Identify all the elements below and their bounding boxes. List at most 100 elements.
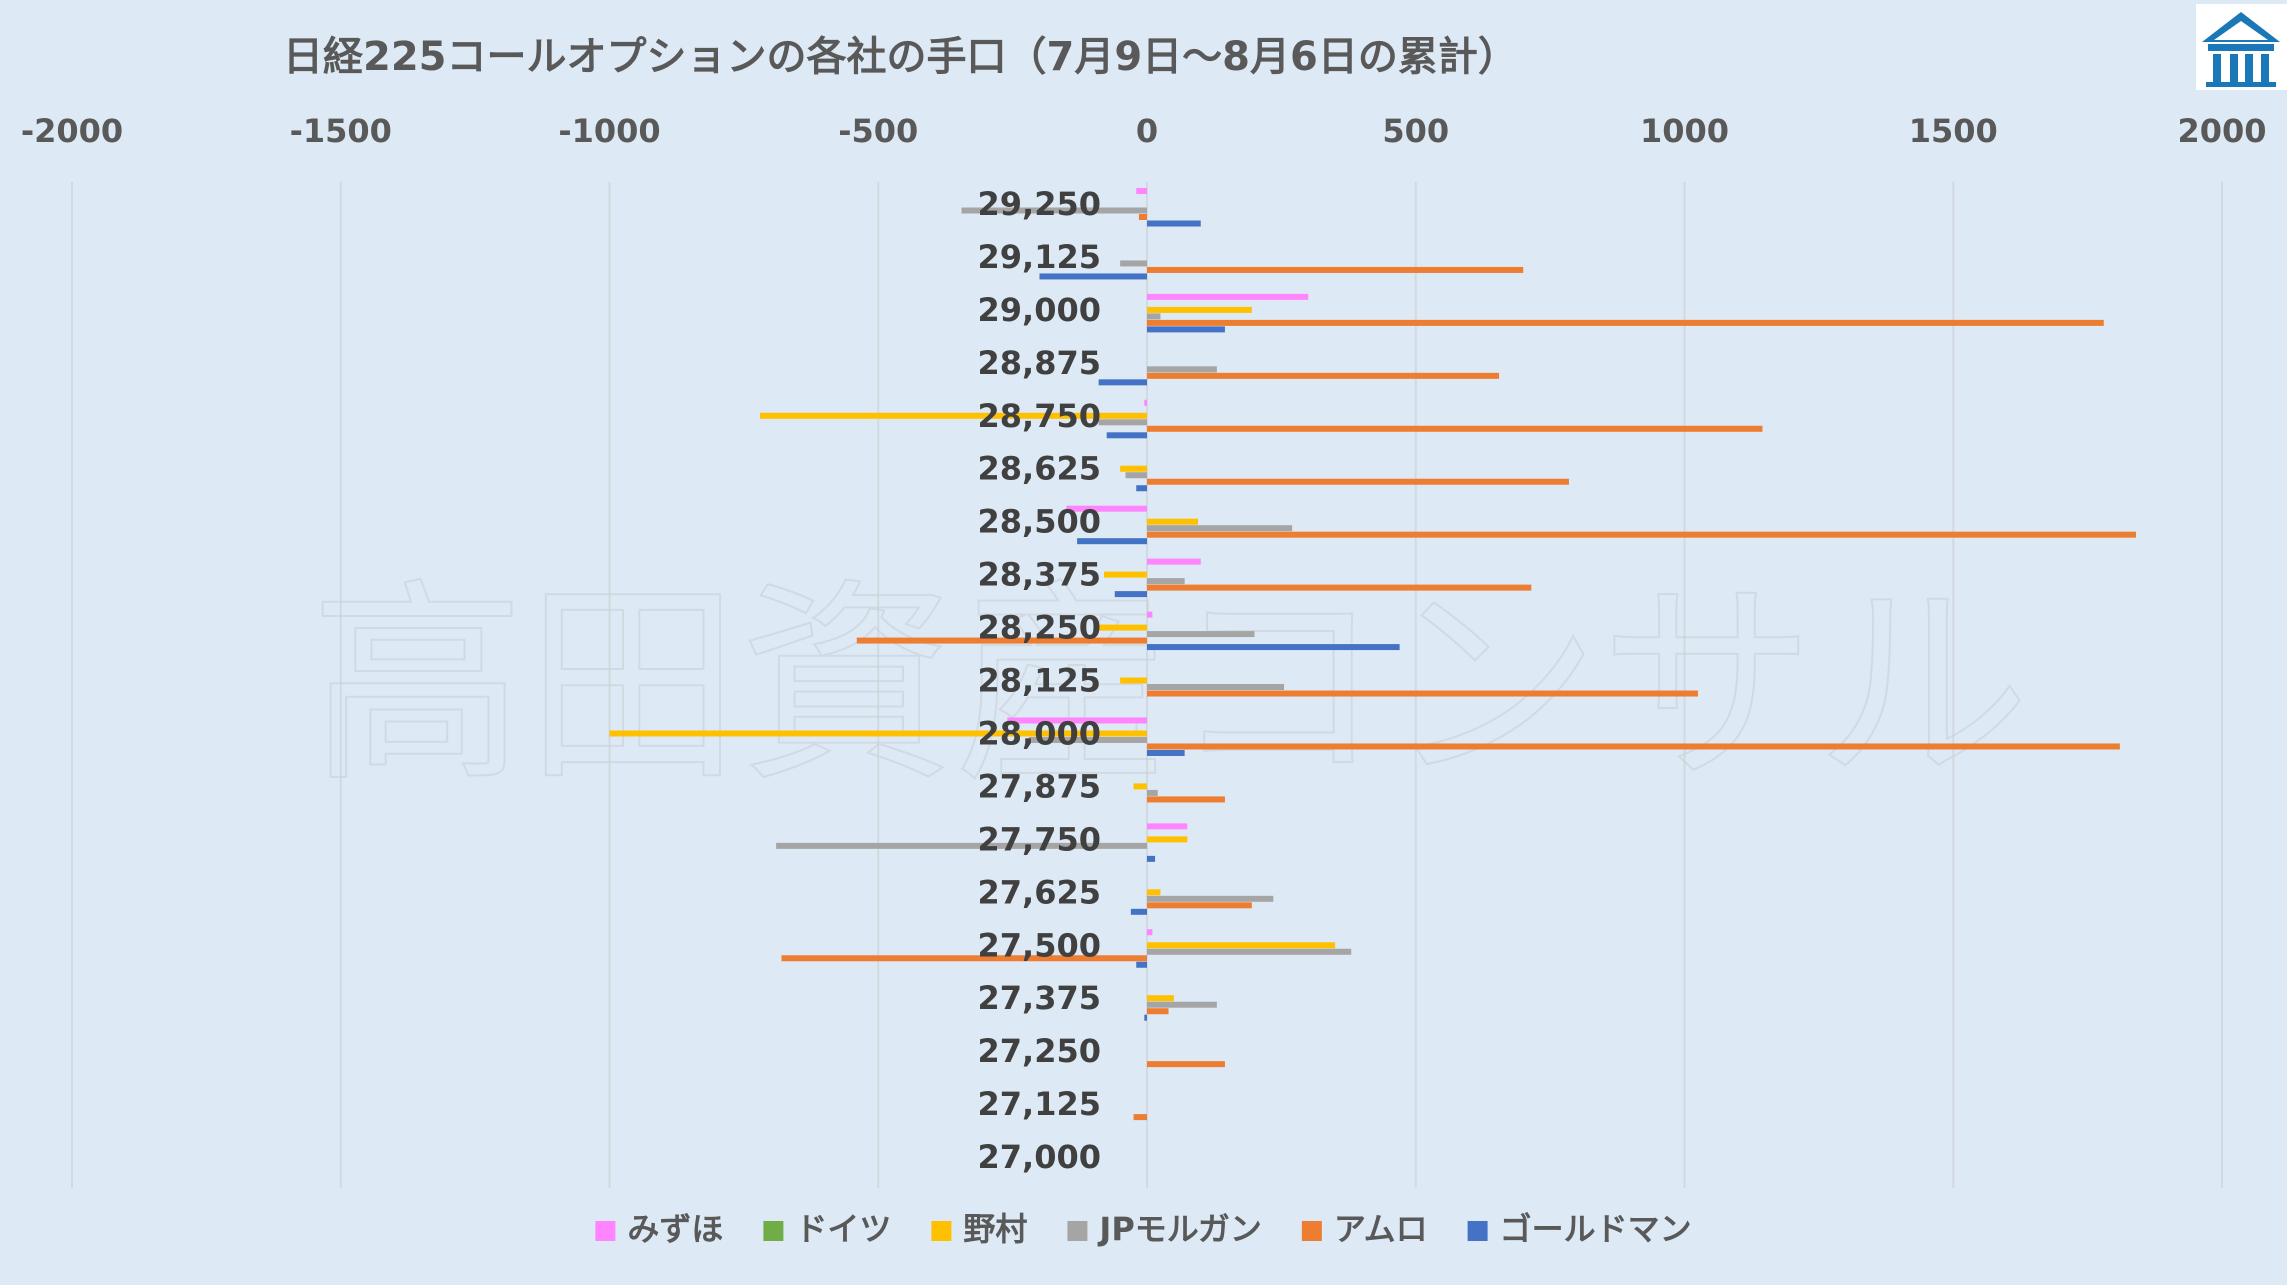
x-tick-label: -2000 — [21, 112, 123, 150]
building-icon — [2196, 4, 2287, 90]
bar-14-4 — [781, 955, 1147, 962]
bar-13-5 — [1130, 908, 1147, 915]
legend-label-0: みずほ — [627, 1210, 723, 1248]
y-tick-label: 28,375 — [978, 556, 1101, 594]
bar-1-3 — [1120, 260, 1147, 267]
bar-8-3 — [1147, 631, 1255, 638]
bar-9-2 — [1120, 677, 1147, 684]
y-tick-label: 27,625 — [978, 873, 1101, 911]
bar-2-5 — [1147, 326, 1225, 333]
x-tick-label: 0 — [1136, 112, 1158, 150]
bar-5-4 — [1147, 478, 1569, 485]
legend-swatch-4 — [1301, 1221, 1322, 1241]
bar-6-0 — [1066, 505, 1147, 512]
bar-15-2 — [1147, 995, 1174, 1002]
y-tick-label: 28,750 — [978, 397, 1101, 435]
y-tick-label: 27,750 — [978, 820, 1101, 858]
x-tick-label: 500 — [1382, 112, 1449, 150]
y-tick-label: 27,500 — [978, 926, 1101, 964]
bar-17-4 — [1133, 1114, 1147, 1121]
legend-swatch-1 — [763, 1221, 784, 1241]
bar-15-5 — [1144, 1014, 1147, 1021]
bar-0-4 — [1138, 214, 1147, 220]
bar-2-4 — [1147, 319, 2104, 326]
bar-4-3 — [1098, 419, 1147, 426]
x-tick-label: -1500 — [290, 112, 392, 150]
bar-9-3 — [1147, 684, 1285, 691]
bar-11-2 — [1133, 783, 1147, 790]
bar-2-0 — [1147, 293, 1309, 300]
bar-3-4 — [1147, 372, 1500, 379]
bar-10-3 — [1028, 736, 1147, 743]
bar-14-5 — [1136, 961, 1147, 968]
legend-label-3: JPモルガン — [1097, 1210, 1261, 1248]
bar-7-4 — [1147, 584, 1532, 591]
bar-16-4 — [1147, 1061, 1225, 1068]
x-tick-label: 1500 — [1909, 112, 1998, 150]
y-tick-label: 28,875 — [978, 344, 1101, 382]
chart-title: 日経225コールオプションの各社の手口（7月9日～8月6日の累計） — [283, 34, 1518, 80]
bar-0-0 — [1136, 188, 1147, 194]
bar-2-2 — [1147, 306, 1252, 313]
bar-13-3 — [1147, 895, 1274, 902]
x-axis-labels: -2000 -1500 -1000 -500 0 500 1000 1500 2000 — [21, 112, 2267, 150]
bar-5-5 — [1136, 485, 1147, 492]
x-tick-label: 1000 — [1640, 112, 1729, 150]
bar-10-4 — [1147, 743, 2120, 750]
bar-2-3 — [1147, 313, 1161, 320]
bars — [609, 188, 2136, 1121]
bar-7-3 — [1147, 578, 1185, 585]
bar-4-4 — [1147, 425, 1763, 432]
bar-14-3 — [1147, 948, 1352, 955]
bar-13-4 — [1147, 902, 1252, 909]
bar-6-3 — [1147, 525, 1293, 532]
bar-3-5 — [1098, 379, 1147, 386]
bar-10-2 — [609, 730, 1147, 737]
bar-0-5 — [1147, 220, 1201, 227]
bar-12-3 — [776, 842, 1147, 849]
bar-11-4 — [1147, 796, 1225, 803]
bar-10-0 — [1007, 717, 1147, 724]
y-tick-label: 28,250 — [978, 609, 1101, 647]
bar-15-3 — [1147, 1001, 1217, 1008]
bar-5-2 — [1120, 465, 1147, 472]
y-tick-label: 28,000 — [978, 714, 1101, 752]
bar-8-0 — [1147, 611, 1153, 618]
legend-label-4: アムロ — [1334, 1210, 1428, 1248]
bar-8-2 — [1098, 624, 1147, 631]
y-tick-label: 27,125 — [978, 1085, 1101, 1123]
bar-7-5 — [1114, 591, 1147, 598]
bar-12-0 — [1147, 823, 1188, 830]
y-tick-label: 28,125 — [978, 662, 1101, 700]
legend-label-5: ゴールドマン — [1500, 1210, 1692, 1248]
legend-label-1: ドイツ — [795, 1210, 891, 1248]
bar-4-5 — [1106, 432, 1147, 439]
x-tick-label: -1000 — [558, 112, 660, 150]
y-tick-label: 29,250 — [978, 185, 1101, 223]
x-tick-label: -500 — [838, 112, 918, 150]
bar-4-2 — [760, 412, 1147, 419]
legend-swatch-2 — [931, 1221, 952, 1241]
bar-14-0 — [1147, 929, 1153, 936]
bar-12-5 — [1147, 855, 1156, 862]
y-tick-label: 27,875 — [978, 767, 1101, 805]
bar-0-3 — [961, 207, 1147, 214]
y-axis-labels: 29,250 29,125 29,000 28,875 28,750 28,625 28,5… — [978, 185, 1101, 1176]
bar-13-2 — [1147, 889, 1161, 896]
x-tick-label: 2000 — [2177, 112, 2266, 150]
bar-8-5 — [1147, 644, 1400, 651]
legend-swatch-3 — [1067, 1221, 1088, 1241]
y-tick-label: 29,125 — [978, 238, 1101, 276]
bar-6-2 — [1147, 518, 1199, 525]
y-tick-label: 28,625 — [978, 450, 1101, 488]
bar-14-2 — [1147, 942, 1336, 949]
bar-7-2 — [1104, 571, 1147, 578]
bar-3-3 — [1147, 366, 1217, 373]
bar-9-4 — [1147, 690, 1698, 697]
y-tick-label: 27,375 — [978, 979, 1101, 1017]
bar-8-4 — [856, 637, 1147, 644]
bar-1-4 — [1147, 266, 1524, 273]
bar-15-4 — [1147, 1008, 1169, 1015]
bar-10-5 — [1147, 749, 1185, 756]
